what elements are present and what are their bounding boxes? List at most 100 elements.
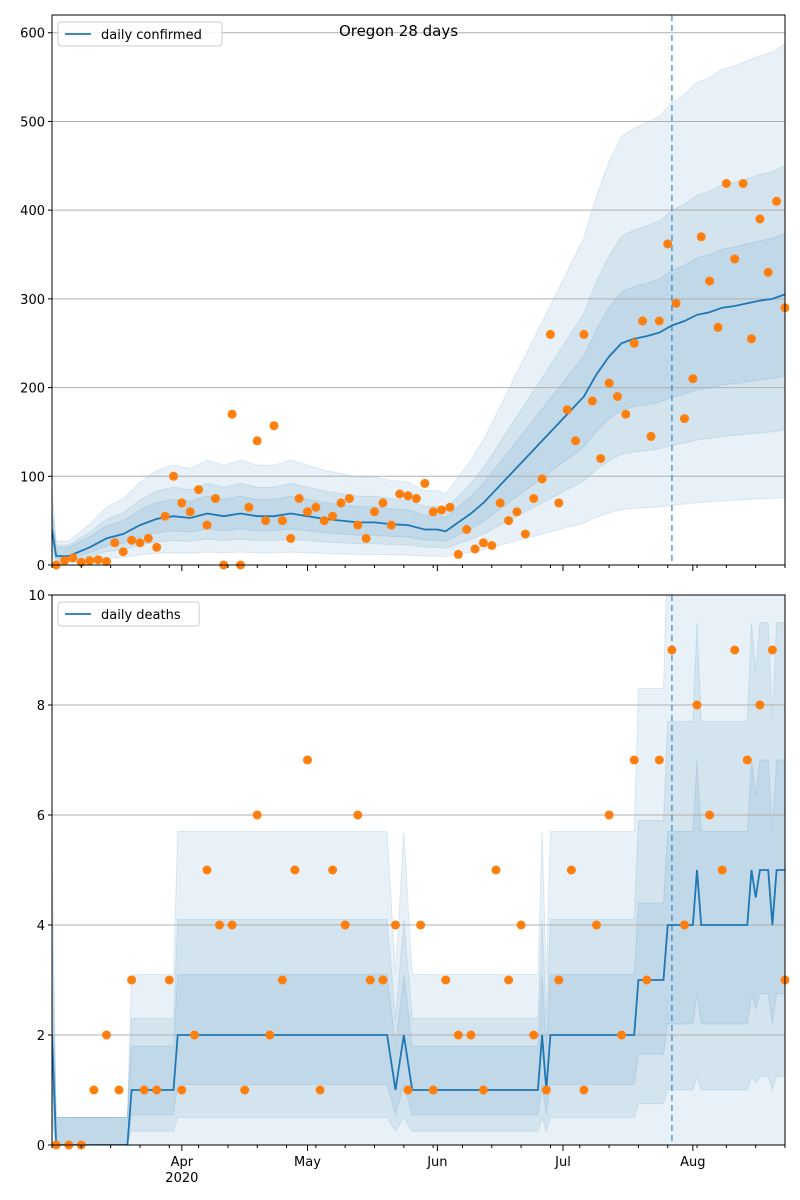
legend-label: daily confirmed — [101, 28, 202, 43]
observed-point — [592, 920, 601, 930]
observed-point — [730, 254, 740, 264]
observed-point — [395, 489, 405, 499]
x-tick-label: May — [294, 1155, 321, 1170]
observed-point — [93, 555, 103, 565]
observed-point — [277, 516, 287, 526]
median-line — [52, 293, 785, 557]
observed-point — [127, 535, 137, 545]
observed-point — [353, 520, 363, 530]
observed-point — [537, 474, 547, 484]
observed-point — [579, 1085, 589, 1095]
observed-point — [85, 556, 95, 566]
observed-point — [617, 1030, 627, 1040]
x-tick-label: Apr — [171, 1155, 194, 1170]
observed-point — [755, 700, 765, 710]
observed-point — [613, 392, 622, 401]
observed-point — [135, 538, 145, 548]
observed-point — [437, 505, 446, 515]
observed-point — [512, 507, 522, 517]
observed-point — [336, 498, 346, 508]
x-tick-label: Aug — [680, 1155, 705, 1170]
observed-point — [680, 920, 689, 930]
observed-point — [663, 239, 673, 249]
observed-point — [328, 511, 338, 521]
y-tick-label: 600 — [20, 27, 45, 42]
observed-point — [638, 316, 648, 326]
observed-point — [340, 920, 350, 930]
observed-point — [428, 1085, 438, 1095]
observed-point — [579, 329, 589, 339]
observed-point — [378, 975, 388, 985]
observed-point — [763, 267, 773, 277]
observed-point — [252, 810, 262, 820]
confirmed-panel: 0 100 200 300 400 500 600 Oregon 28 days daily c… — [20, 14, 790, 574]
observed-point — [717, 865, 727, 875]
observed-point — [604, 810, 614, 820]
observed-point — [671, 298, 681, 308]
observed-point — [529, 494, 539, 503]
observed-point — [269, 421, 279, 431]
observed-point — [353, 810, 363, 820]
observed-point — [315, 1085, 325, 1095]
observed-point — [587, 396, 597, 406]
observed-point — [265, 1030, 275, 1040]
legend-label: daily deaths — [101, 608, 181, 623]
observed-point — [102, 1030, 111, 1040]
observed-point — [692, 700, 702, 710]
observed-point — [290, 865, 300, 875]
observed-point — [566, 865, 576, 875]
observed-point — [571, 436, 581, 446]
observed-point — [361, 533, 371, 543]
observed-point — [654, 755, 664, 765]
observed-point — [742, 755, 752, 765]
observed-point — [478, 538, 488, 548]
uncertainty-band — [52, 759, 785, 1145]
observed-point — [378, 498, 388, 508]
observed-point — [286, 533, 296, 543]
observed-point — [654, 316, 664, 326]
observed-point — [185, 507, 195, 517]
observed-point — [227, 920, 237, 930]
legend: daily confirmed — [57, 21, 223, 47]
observed-point — [545, 329, 555, 339]
observed-point — [629, 338, 639, 348]
observed-point — [428, 507, 438, 517]
uncertainty-band — [52, 622, 785, 1145]
observed-point — [554, 498, 564, 508]
observed-point — [177, 498, 187, 508]
x-tick-label: Jun — [426, 1155, 447, 1170]
legend: daily deaths — [57, 601, 200, 627]
observed-point — [541, 1085, 551, 1095]
observed-point — [411, 494, 421, 503]
observed-point — [688, 374, 698, 384]
legend-box — [57, 601, 200, 627]
y-tick-label: 100 — [20, 470, 45, 485]
observed-point — [240, 1085, 250, 1095]
observed-point — [596, 454, 606, 463]
observed-point — [713, 322, 723, 332]
observed-point — [303, 507, 312, 517]
y-tick-label: 4 — [37, 919, 45, 934]
observed-point — [89, 1085, 99, 1095]
observed-point — [738, 179, 748, 188]
observed-point — [604, 378, 614, 388]
observed-point — [202, 865, 212, 875]
y-tick-label: 10 — [28, 589, 45, 604]
observed-point — [772, 196, 782, 206]
observed-point — [311, 502, 321, 512]
observed-point — [391, 920, 400, 930]
observed-point — [462, 525, 472, 534]
observed-point — [370, 507, 379, 517]
observed-point — [520, 529, 530, 539]
observed-point — [420, 478, 430, 488]
observed-point — [303, 755, 312, 765]
observed-point — [160, 511, 170, 521]
observed-point — [466, 1030, 476, 1040]
observed-point — [189, 1030, 199, 1040]
observed-point — [705, 276, 715, 286]
observed-point — [470, 544, 480, 554]
observed-point — [118, 547, 128, 557]
observed-point — [261, 516, 271, 526]
observed-point — [416, 920, 426, 930]
